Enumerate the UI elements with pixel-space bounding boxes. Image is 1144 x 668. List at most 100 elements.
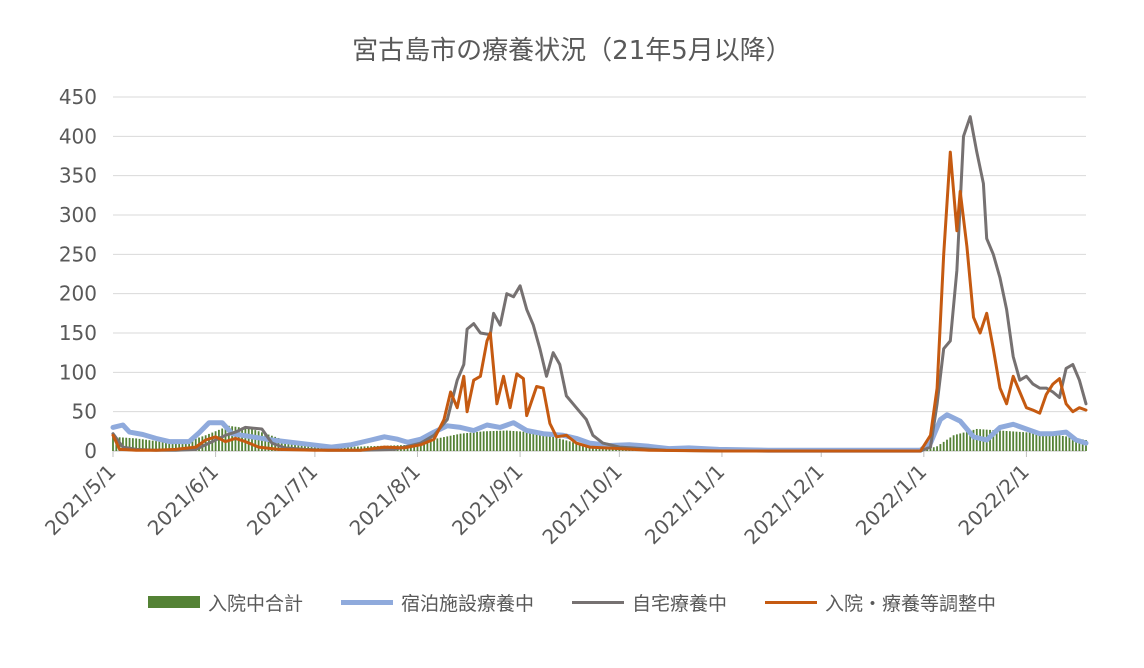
- bar-hospitalized: [443, 437, 445, 451]
- bar-hospitalized: [1012, 431, 1015, 451]
- legend-swatch-hotel: [340, 599, 393, 605]
- bar-hospitalized: [952, 435, 955, 451]
- bar-hospitalized: [290, 442, 293, 451]
- legend-item-home: 自宅療養中: [572, 589, 727, 616]
- bar-hospitalized: [462, 433, 465, 451]
- bar-hospitalized: [449, 435, 452, 451]
- bar-hospitalized: [939, 444, 942, 451]
- y-tick-label: 50: [72, 400, 97, 424]
- x-tick-label: 2021/6/1: [143, 460, 223, 540]
- bar-hospitalized: [439, 437, 442, 451]
- bar-hospitalized: [568, 441, 571, 451]
- bar-hospitalized: [1081, 439, 1084, 451]
- bar-hospitalized: [1075, 438, 1077, 451]
- bar-hospitalized: [956, 434, 958, 451]
- bar-hospitalized: [476, 432, 478, 451]
- legend-label-hospitalized: 入院中合計: [207, 592, 303, 615]
- bar-hospitalized: [562, 439, 564, 451]
- legend-item-hospitalized: 入院中合計: [147, 589, 303, 616]
- bar-hospitalized: [539, 434, 541, 451]
- bar-hospitalized: [122, 437, 124, 451]
- bar-hospitalized: [532, 432, 535, 451]
- bar-hospitalized: [151, 440, 154, 451]
- bar-hospitalized: [1032, 432, 1034, 451]
- bar-hospitalized: [426, 441, 429, 451]
- bar-hospitalized: [555, 437, 558, 451]
- bar-hospitalized: [992, 430, 995, 451]
- bar-hospitalized: [472, 432, 475, 451]
- bar-hospitalized: [1022, 432, 1025, 451]
- bar-hospitalized: [1068, 436, 1071, 451]
- bar-hospitalized: [112, 436, 114, 451]
- bar-hospitalized: [1065, 436, 1068, 451]
- bar-hospitalized: [191, 439, 194, 451]
- bar-hospitalized: [1018, 431, 1021, 451]
- bar-hospitalized: [188, 440, 191, 451]
- bar-hospitalized: [572, 442, 574, 451]
- x-tick-label: 2022/1/1: [851, 460, 931, 540]
- bar-hospitalized: [499, 430, 502, 451]
- bar-hospitalized: [522, 431, 525, 451]
- y-tick-label: 350: [59, 164, 97, 188]
- bar-hospitalized: [452, 435, 455, 451]
- bar-hospitalized: [280, 439, 283, 451]
- y-tick-label: 400: [59, 124, 97, 148]
- bar-hospitalized: [171, 442, 174, 451]
- bar-hospitalized: [178, 442, 181, 451]
- x-tick-label: 2021/12/1: [739, 460, 828, 549]
- x-tick-label: 2021/8/1: [345, 460, 425, 540]
- legend: 入院中合計 宿泊施設療養中 自宅療養中 入院・療養等調整中: [0, 585, 1144, 619]
- series-line-hotel: [110, 412, 1089, 453]
- bar-hospitalized: [949, 437, 952, 451]
- y-tick-label: 100: [59, 360, 97, 384]
- y-tick-label: 250: [59, 242, 97, 266]
- bar-hospitalized: [1078, 438, 1081, 451]
- bar-hospitalized: [969, 430, 972, 451]
- bar-hospitalized: [1048, 434, 1051, 451]
- x-tick-label: 2022/2/1: [953, 460, 1033, 540]
- bar-hospitalized: [972, 429, 975, 451]
- bar-hospitalized: [489, 431, 492, 451]
- bar-hospitalized: [1045, 433, 1048, 451]
- bar-hospitalized: [545, 435, 548, 451]
- bar-hospitalized: [227, 425, 230, 451]
- bar-hospitalized: [1025, 432, 1028, 451]
- bar-hospitalized: [141, 439, 144, 451]
- bar-hospitalized: [926, 449, 929, 451]
- bar-hospitalized: [459, 433, 462, 451]
- bar-hospitalized: [247, 428, 250, 451]
- legend-swatch-adjusting: [765, 600, 818, 604]
- bar-hospitalized: [1058, 435, 1061, 451]
- bar-hospitalized: [254, 430, 257, 451]
- legend-item-hotel: 宿泊施設療養中: [340, 589, 534, 616]
- x-tick-label: 2021/5/1: [40, 460, 120, 540]
- bar-hospitalized: [131, 438, 134, 451]
- bar-hospitalized: [264, 433, 267, 451]
- bar-hospitalized: [174, 442, 177, 451]
- bar-hospitalized: [1035, 433, 1038, 451]
- bar-hospitalized: [466, 433, 469, 451]
- bar-hospitalized: [492, 430, 495, 451]
- bar-hospitalized: [558, 438, 561, 451]
- bar-hospitalized: [257, 431, 260, 451]
- bar-hospitalized: [989, 429, 991, 451]
- bar-hospitalized: [1055, 435, 1058, 451]
- y-tick-label: 300: [59, 203, 97, 227]
- bar-hospitalized: [469, 432, 472, 451]
- bar-hospitalized: [929, 448, 932, 451]
- bar-hospitalized: [962, 432, 965, 451]
- bar-hospitalized: [128, 437, 131, 451]
- bar-hospitalized: [942, 441, 945, 451]
- bar-hospitalized: [224, 427, 227, 451]
- bar-hospitalized: [965, 431, 968, 451]
- bar-hospitalized: [932, 447, 935, 451]
- bar-hospitalized: [423, 442, 425, 451]
- bar-hospitalized: [585, 444, 588, 451]
- bar-hospitalized: [995, 430, 998, 451]
- bar-hospitalized: [535, 433, 538, 451]
- bar-hospitalized: [155, 441, 157, 451]
- bar-hospitalized: [446, 436, 449, 451]
- x-tick-label: 2021/11/1: [640, 460, 729, 549]
